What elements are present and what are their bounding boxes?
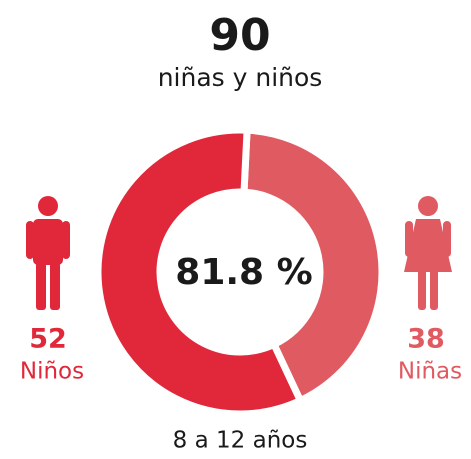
value-label: 38 xyxy=(407,324,445,355)
caption: 8 a 12 años xyxy=(173,428,308,454)
female-icon xyxy=(404,196,452,310)
donut-segment xyxy=(94,126,305,418)
total: 90 xyxy=(209,10,270,61)
donut xyxy=(94,126,386,418)
donut-segment xyxy=(240,126,386,406)
male-icon xyxy=(26,196,70,310)
value-label: 52 xyxy=(29,324,67,355)
center-label: 81.8 % xyxy=(175,252,312,293)
subtitle: niñas y niños xyxy=(158,63,323,92)
legend-label: Niños xyxy=(20,359,84,385)
legend-label: Niñas xyxy=(398,359,462,385)
